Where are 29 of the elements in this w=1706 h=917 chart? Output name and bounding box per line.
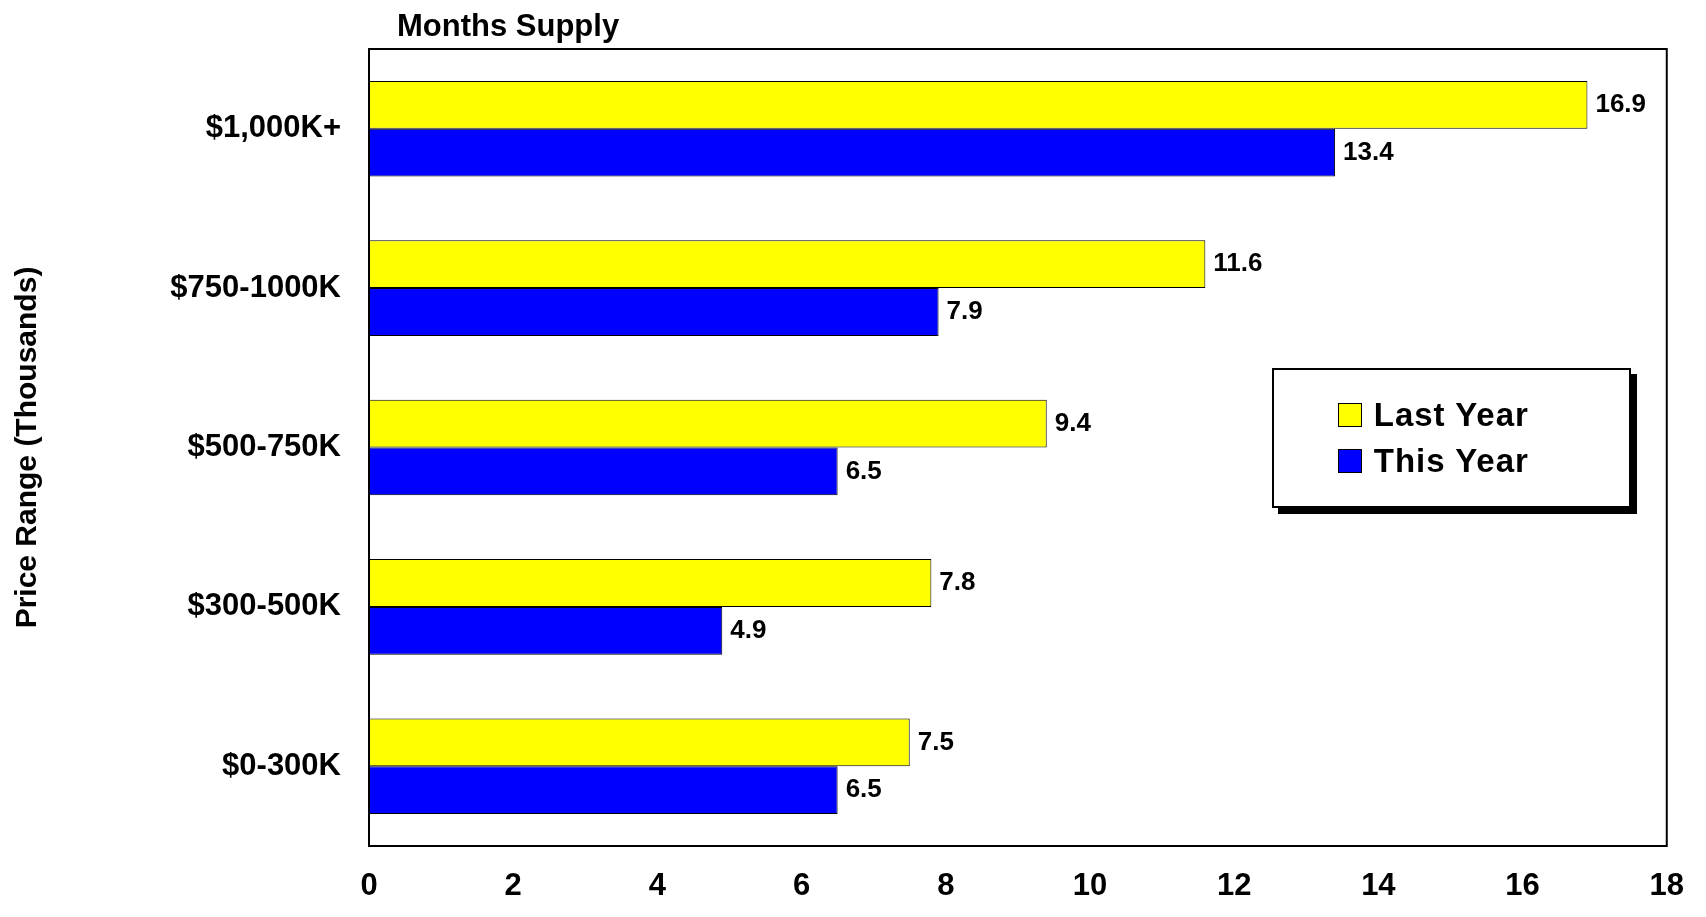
x-tick-label: 6 — [792, 867, 811, 903]
data-label: 7.8 — [939, 566, 976, 597]
data-label: 6.5 — [845, 773, 882, 804]
data-label: 4.9 — [730, 613, 767, 644]
x-tick-label: 14 — [1361, 867, 1397, 903]
y-axis-title: Price Range (Thousands) — [9, 266, 43, 629]
x-tick-label: 8 — [937, 867, 955, 903]
data-label: 13.4 — [1343, 135, 1395, 166]
y-tick-label: $1,000K+ — [205, 109, 341, 145]
x-tick-label: 4 — [648, 867, 667, 903]
y-tick-label: $500-750K — [187, 428, 342, 464]
x-tick-label: 16 — [1505, 867, 1540, 903]
legend-label: This Year — [1373, 441, 1529, 480]
y-tick-label: $0-300K — [222, 746, 342, 782]
data-label: 16.9 — [1595, 87, 1647, 118]
data-label: 6.5 — [845, 454, 882, 485]
x-tick-label: 10 — [1072, 867, 1108, 903]
legend-label: Last Year — [1373, 395, 1529, 434]
x-tick-label: 12 — [1216, 867, 1252, 903]
y-tick-label: $300-500K — [187, 587, 342, 623]
data-label: 7.9 — [946, 295, 983, 326]
x-tick-label: 18 — [1649, 867, 1684, 903]
x-tick-label: 0 — [360, 867, 378, 903]
data-label: 9.4 — [1054, 406, 1092, 437]
data-label: 7.5 — [917, 725, 954, 756]
data-label: 11.6 — [1213, 247, 1263, 278]
x-tick-label: 2 — [504, 867, 522, 903]
chart-title: Months Supply — [397, 8, 620, 44]
y-tick-label: $750-1000K — [170, 268, 342, 304]
